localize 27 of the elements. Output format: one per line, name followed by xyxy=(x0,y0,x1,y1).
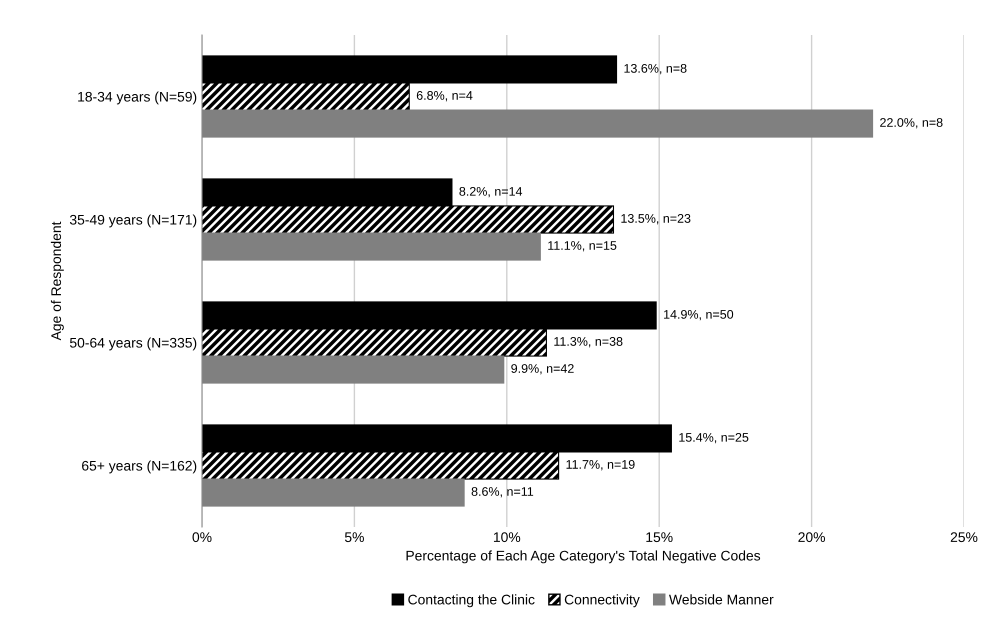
y-tick-label: 65+ years (N=162) xyxy=(82,460,196,474)
data-label: 9.9%, n=42 xyxy=(511,364,574,374)
data-label: 13.6%, n=8 xyxy=(624,64,687,74)
data-label: 11.7%, n=19 xyxy=(566,460,635,470)
legend-label: Contacting the Clinic xyxy=(408,594,535,608)
x-axis-title: Percentage of Each Age Category's Total Negative Codes xyxy=(406,550,760,564)
legend-label: Webside Manner xyxy=(669,594,774,604)
y-tick-label: 50-64 years (N=335) xyxy=(70,337,196,350)
x-tick-label: 0% xyxy=(192,532,212,542)
y-axis-title: Age of Respondent xyxy=(50,222,64,340)
x-tick-label: 15% xyxy=(646,532,673,542)
data-label: 11.1%, n=15 xyxy=(548,241,616,252)
x-tick-label: 10% xyxy=(494,532,520,542)
data-label: 8.2%, n=14 xyxy=(459,186,522,198)
data-label: 15.4%, n=25 xyxy=(679,432,748,444)
x-tick-label: 25% xyxy=(950,532,978,542)
data-label: 22.0%, n=8 xyxy=(880,118,943,128)
x-tick-label: 5% xyxy=(344,532,364,542)
y-tick-label: 18-34 years (N=59) xyxy=(78,91,196,104)
x-tick-label: 20% xyxy=(798,532,826,542)
data-label: 13.5%, n=23 xyxy=(621,214,690,224)
data-label: 8.6%, n=11 xyxy=(472,487,534,498)
data-label: 6.8%, n=4 xyxy=(416,91,472,102)
data-label: 11.3%, n=38 xyxy=(554,337,622,348)
legend-label: Connectivity xyxy=(564,594,640,608)
data-label: 14.9%, n=50 xyxy=(664,310,734,320)
y-tick-label: 35-49 years (N=171) xyxy=(70,214,196,228)
